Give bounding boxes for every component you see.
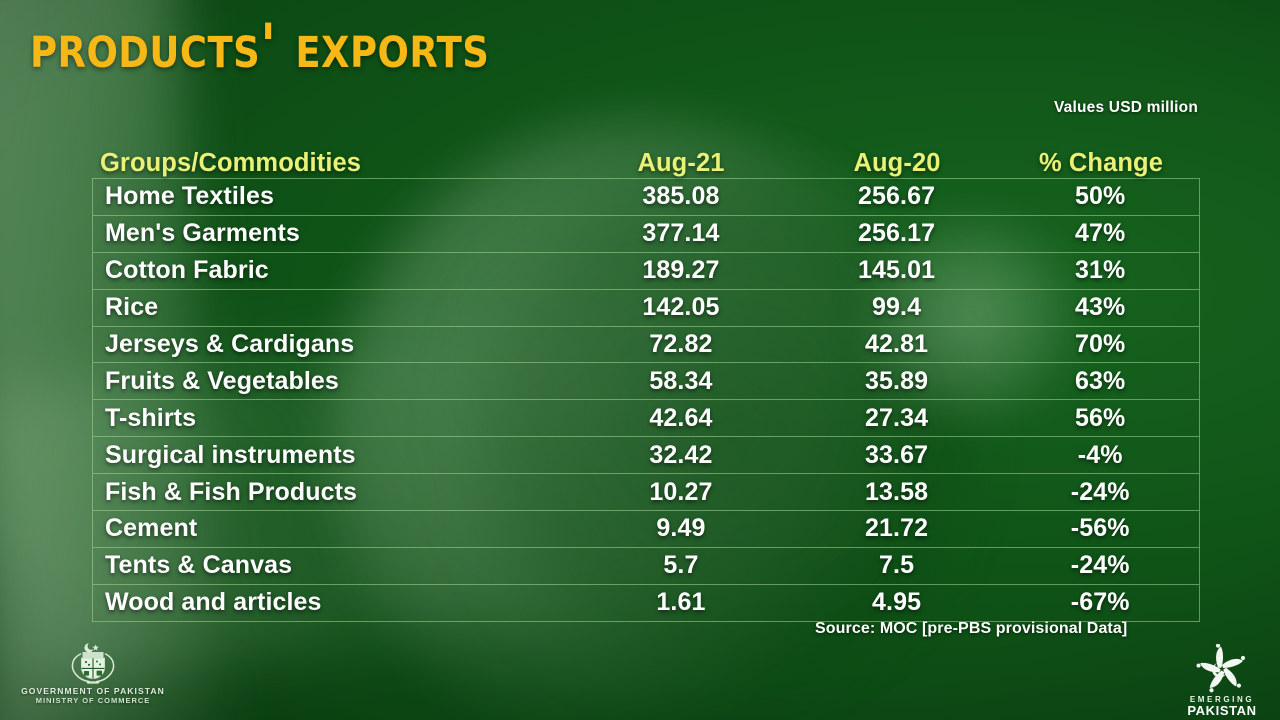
cell-aug21: 10.27 [649,477,713,506]
cell-change: 70% [1075,330,1126,358]
cell-aug21: 142.05 [642,293,720,322]
cell-change: -24% [1070,551,1130,580]
flag-star-glow [855,215,1085,445]
table-row: Wood and articles 1.61 4.95 -67% [93,585,1199,622]
government-logo-line2: MINISTRY OF COMMERCE [35,696,151,705]
cell-aug20: 27.34 [865,403,929,432]
cell-change: -67% [1070,588,1130,617]
cell-aug21: 377.14 [642,219,720,248]
column-header-aug20: Aug-20 [853,149,941,177]
cell-change: 50% [1075,182,1126,211]
cell-aug20: 35.89 [865,366,929,395]
cell-change: -24% [1070,477,1130,506]
source-note: Source: MOC [pre-PBS provisional Data] [815,620,1128,637]
cell-aug20: 256.17 [858,219,936,248]
cell-commodity: Rice [105,293,159,322]
emerging-pakistan-swirl-icon [1196,644,1246,693]
cell-change: -56% [1070,514,1130,543]
table-row: T-shirts 42.64 27.34 56% [93,400,1199,438]
column-header-commodity: Groups/Commodities [100,149,362,177]
exports-table: Groups/Commodities Aug-21 Aug-20 % Chang… [92,134,1200,622]
table-header-row: Groups/Commodities Aug-21 Aug-20 % Chang… [92,134,1200,178]
cell-commodity: Surgical instruments [105,440,356,469]
cell-aug21: 5.7 [663,551,699,580]
table-body: Home Textiles 385.08 256.67 50% Men's Ga… [92,178,1200,622]
page-title: Products' Exports [30,11,490,82]
cell-aug20: 42.81 [865,330,929,358]
cell-commodity: Fruits & Vegetables [105,366,339,395]
table-row: Tents & Canvas 5.7 7.5 -24% [93,548,1199,585]
table-row: Fish & Fish Products 10.27 13.58 -24% [93,474,1199,512]
column-header-aug21: Aug-21 [637,149,725,177]
cell-commodity: Cotton Fabric [105,256,269,285]
brand-logo-line1: EMERGING [1189,695,1255,704]
cell-change: -4% [1077,440,1123,469]
cell-aug20: 33.67 [865,440,929,469]
government-logo-line1: GOVERNMENT OF PAKISTAN [21,686,165,696]
units-note: Values USD million [1053,99,1198,116]
cell-aug20: 4.95 [872,588,922,617]
cell-commodity: T-shirts [105,403,197,432]
cell-aug20: 13.58 [865,477,929,506]
cell-commodity: Jerseys & Cardigans [105,330,355,358]
cell-aug21: 189.27 [642,256,720,285]
cell-aug21: 9.49 [656,514,706,543]
cell-change: 31% [1075,256,1126,285]
cell-change: 43% [1075,293,1126,322]
table-row: Fruits & Vegetables 58.34 35.89 63% [93,363,1199,401]
table-row: Men's Garments 377.14 256.17 47% [93,216,1199,253]
cell-commodity: Cement [105,514,198,543]
table-row: Home Textiles 385.08 256.67 50% [93,179,1199,216]
government-logo: GOVERNMENT OF PAKISTAN MINISTRY OF COMME… [8,640,178,705]
cell-aug20: 21.72 [865,514,929,543]
column-header-change: % Change [1038,149,1164,177]
table-row: Cement 9.49 21.72 -56% [93,511,1199,548]
table-row: Cotton Fabric 189.27 145.01 31% [93,253,1199,290]
cell-aug21: 1.61 [656,588,706,617]
cell-change: 63% [1075,366,1126,395]
brand-logo: EMERGING PAKISTAN [1176,644,1268,718]
cell-aug20: 7.5 [879,551,915,580]
cell-aug21: 385.08 [642,182,720,211]
cell-commodity: Tents & Canvas [105,551,293,580]
cell-commodity: Fish & Fish Products [105,477,358,506]
cell-commodity: Wood and articles [105,588,322,617]
brand-logo-line2: PAKISTAN [1187,703,1257,718]
cell-commodity: Men's Garments [105,219,300,248]
cell-aug20: 99.4 [872,293,922,322]
cell-change: 47% [1075,219,1126,248]
flag-crescent-cutout [420,150,980,710]
cell-aug21: 32.42 [649,440,713,469]
table-row: Rice 142.05 99.4 43% [93,290,1199,327]
cell-aug20: 256.67 [858,182,936,211]
cell-aug20: 145.01 [858,256,936,285]
cell-change: 56% [1075,403,1126,432]
cell-commodity: Home Textiles [105,182,274,211]
table-row: Jerseys & Cardigans 72.82 42.81 70% [93,327,1199,364]
cell-aug21: 42.64 [649,403,713,432]
pakistan-state-emblem-icon [71,643,115,684]
cell-aug21: 58.34 [649,366,713,395]
table-row: Surgical instruments 32.42 33.67 -4% [93,437,1199,475]
cell-aug21: 72.82 [649,330,713,358]
